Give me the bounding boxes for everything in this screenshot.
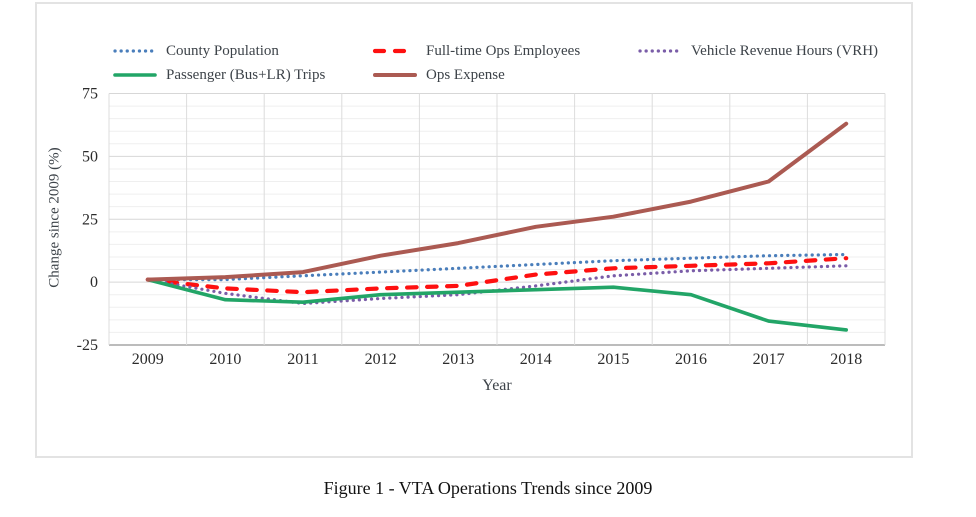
legend-swatch-solid-icon [113,73,157,77]
y-tick-label: 0 [90,274,98,291]
legend-label: Ops Expense [426,66,505,83]
legend-item: Vehicle Revenue Hours (VRH) [637,43,878,59]
legend-label: Full-time Ops Employees [426,42,581,59]
legend-swatch-dashed-icon [372,48,418,54]
x-tick-label: 2017 [753,351,785,368]
legend-swatch-solid-icon [373,73,417,77]
legend-swatch-dotted-icon [638,49,682,53]
figure-caption: Figure 1 - VTA Operations Trends since 2… [323,478,653,498]
x-tick-label: 2010 [209,351,241,368]
line-chart-plot: 75 50 25 0 -25 2009 2010 2011 2012 2013 2014 2015 20… [77,86,886,368]
legend-label: Passenger (Bus+LR) Trips [166,66,326,83]
x-tick-label: 2014 [520,351,552,368]
legend-item: Ops Expense [372,67,505,83]
series-line-1 [145,256,849,295]
legend-item: Full-time Ops Employees [372,43,580,59]
legend-item: County Population [112,43,279,59]
x-tick-label: 2015 [597,351,629,368]
y-tick-label: 25 [82,211,98,228]
x-tick-label: 2016 [675,351,707,368]
x-tick-label: 2018 [830,351,862,368]
legend-label: Vehicle Revenue Hours (VRH) [691,42,879,59]
x-tick-label: 2013 [442,351,474,368]
x-tick-label: 2009 [132,351,164,368]
chart-frame: County Population Full-time Ops Employees… [35,2,913,458]
x-tick-label: 2011 [287,351,318,368]
x-tick-label: 2012 [365,351,397,368]
legend-label: County Population [166,42,279,59]
legend-item: Passenger (Bus+LR) Trips [112,67,325,83]
series-line-4 [145,121,849,282]
legend-swatch-dotted-icon [113,49,157,53]
series-line-2 [146,264,848,306]
y-axis-title: Change since 2009 (%) [46,147,63,288]
y-tick-label: 50 [82,148,98,165]
series-line-3 [146,277,848,332]
series-line-0 [146,252,848,282]
y-tick-label: 75 [82,86,98,103]
y-tick-label: -25 [77,337,98,354]
x-axis-title: Year [482,377,512,394]
